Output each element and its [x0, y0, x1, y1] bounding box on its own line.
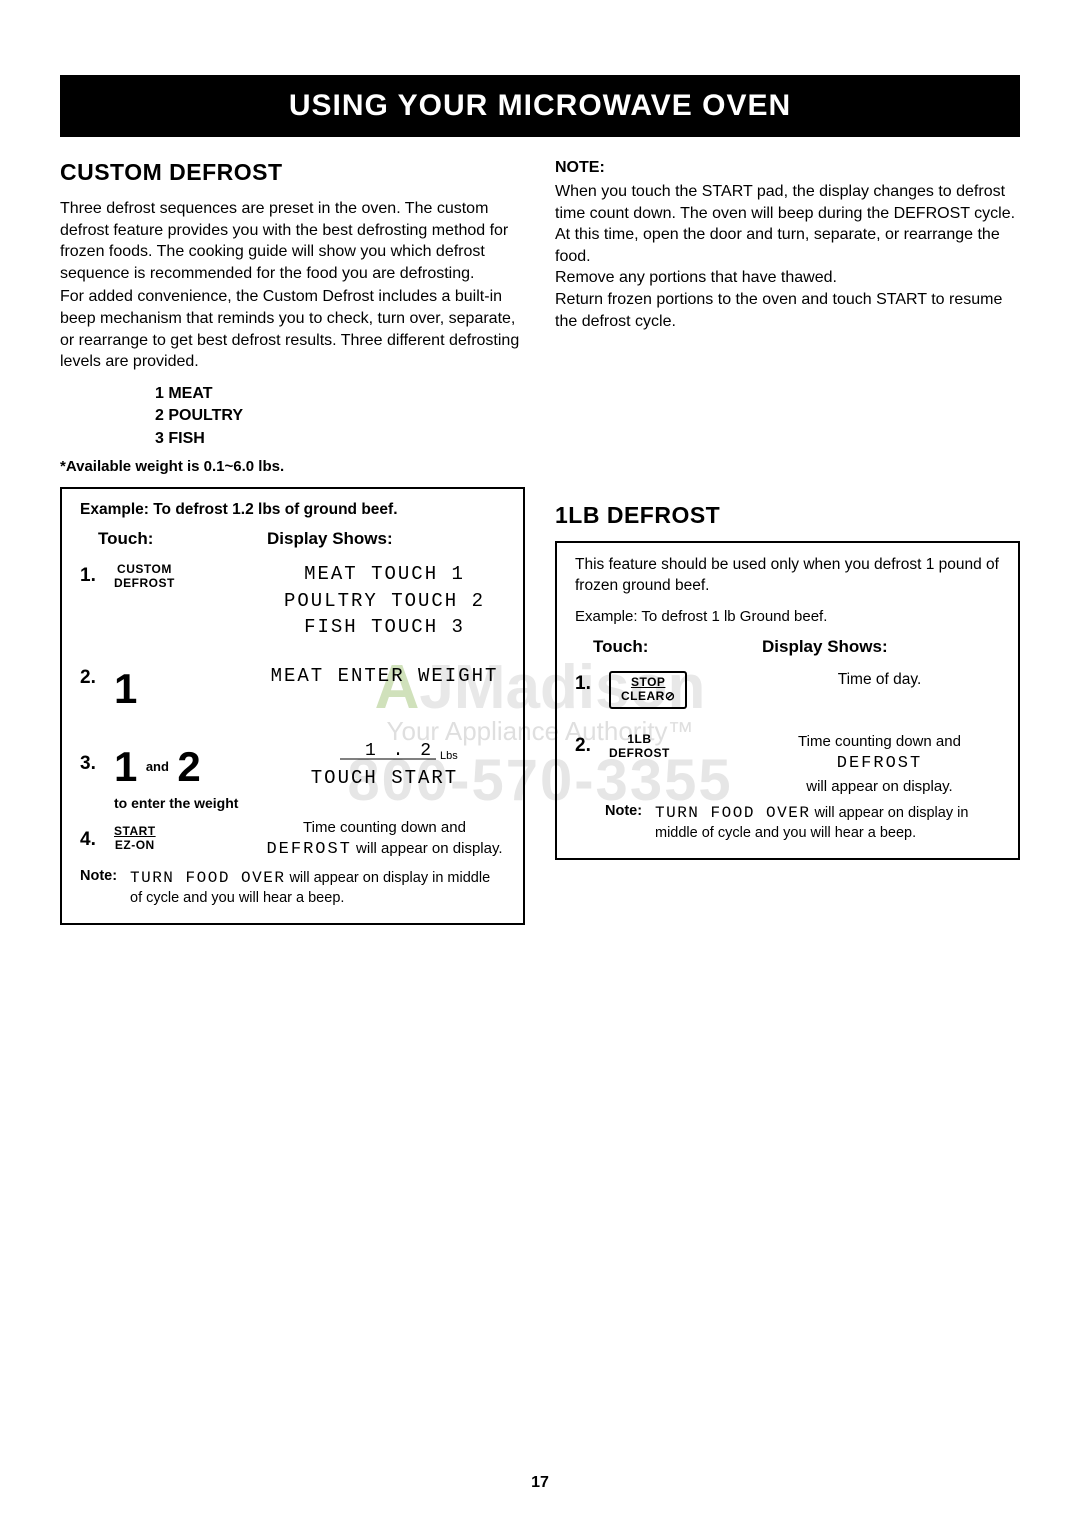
cd-step-4: 4. START EZ-ON Time counting down and DE…	[80, 817, 505, 862]
defrost-levels-list: 1 MEAT 2 POULTRY 3 FISH	[155, 383, 525, 450]
svg-text:Lbs: Lbs	[440, 750, 458, 762]
1lb-defrost-heading: 1LB DEFROST	[555, 502, 1020, 529]
custom-defrost-button-icon: CUSTOM DEFROST	[114, 563, 175, 591]
1lb-step2-display: Time counting down and DEFROST will appe…	[798, 733, 961, 795]
note-heading: NOTE:	[555, 159, 1020, 177]
page-title-bar: USING YOUR MICROWAVE OVEN	[60, 75, 1020, 137]
cd-step-2: 2. 1 MEAT ENTER WEIGHT	[80, 663, 505, 713]
step4-display-text: Time counting down and DEFROST will appe…	[266, 819, 502, 857]
1lb-example: Example: To defrost 1 lb Ground beef.	[575, 607, 1000, 627]
level-fish: 3 FISH	[155, 428, 525, 450]
cd-step4-note: Note: TURN FOOD OVER will appear on disp…	[80, 868, 505, 909]
svg-text:1 . 2: 1 . 2	[365, 741, 434, 761]
custom-defrost-example-panel: Example: To defrost 1.2 lbs of ground be…	[60, 487, 525, 925]
level-meat: 1 MEAT	[155, 383, 525, 405]
display-touch-start: TOUCH START	[264, 765, 505, 792]
1lb-defrost-panel: This feature should be used only when yo…	[555, 541, 1020, 860]
page-number: 17	[0, 1474, 1080, 1492]
example-title: Example: To defrost 1.2 lbs of ground be…	[80, 501, 505, 519]
1lb-step-2: 2. 1LB DEFROST Time counting down and DE…	[575, 731, 1000, 797]
stop-clear-button-icon: STOP CLEAR⊘	[609, 671, 687, 709]
keypad-2-icon: 2	[177, 743, 200, 791]
custom-defrost-heading: CUSTOM DEFROST	[60, 159, 525, 186]
keypad-1-icon: 1	[114, 743, 137, 791]
available-weight: *Available weight is 0.1~6.0 lbs.	[60, 458, 525, 475]
display-enter-weight: MEAT ENTER WEIGHT	[264, 663, 505, 690]
1lb-intro: This feature should be used only when yo…	[575, 555, 1000, 597]
1lb-defrost-button-icon: 1LB DEFROST	[609, 733, 670, 761]
display-fish: FISH TOUCH 3	[264, 614, 505, 641]
display-time-of-day: Time of day.	[838, 671, 922, 688]
level-poultry: 2 POULTRY	[155, 405, 525, 427]
enter-weight-sub: to enter the weight	[114, 795, 264, 811]
note-body: When you touch the START pad, the displa…	[555, 181, 1020, 332]
col-header-touch: Touch:	[80, 529, 267, 549]
lbs-display-icon: 1 . 2 Lbs	[310, 735, 460, 763]
1lb-step2-note: Note: TURN FOOD OVER will appear on disp…	[575, 803, 1000, 844]
custom-defrost-para1: Three defrost sequences are preset in th…	[60, 198, 525, 284]
keypad-1-icon: 1	[114, 665, 137, 713]
col-header-display: Display Shows:	[267, 529, 505, 549]
cd-step-3: 3. 1 and 2 to enter the weight 1 . 2 Lbs	[80, 735, 505, 811]
start-button-icon: START EZ-ON	[114, 825, 156, 853]
1lb-step-1: 1. STOP CLEAR⊘ Time of day.	[575, 669, 1000, 709]
custom-defrost-para2: For added convenience, the Custom Defros…	[60, 286, 525, 372]
col-header-display: Display Shows:	[762, 637, 1000, 657]
display-poultry: POULTRY TOUCH 2	[264, 588, 505, 615]
cd-step-1: 1. CUSTOM DEFROST MEAT TOUCH 1 POULTRY T…	[80, 561, 505, 641]
display-meat: MEAT TOUCH 1	[264, 561, 505, 588]
col-header-touch: Touch:	[575, 637, 762, 657]
